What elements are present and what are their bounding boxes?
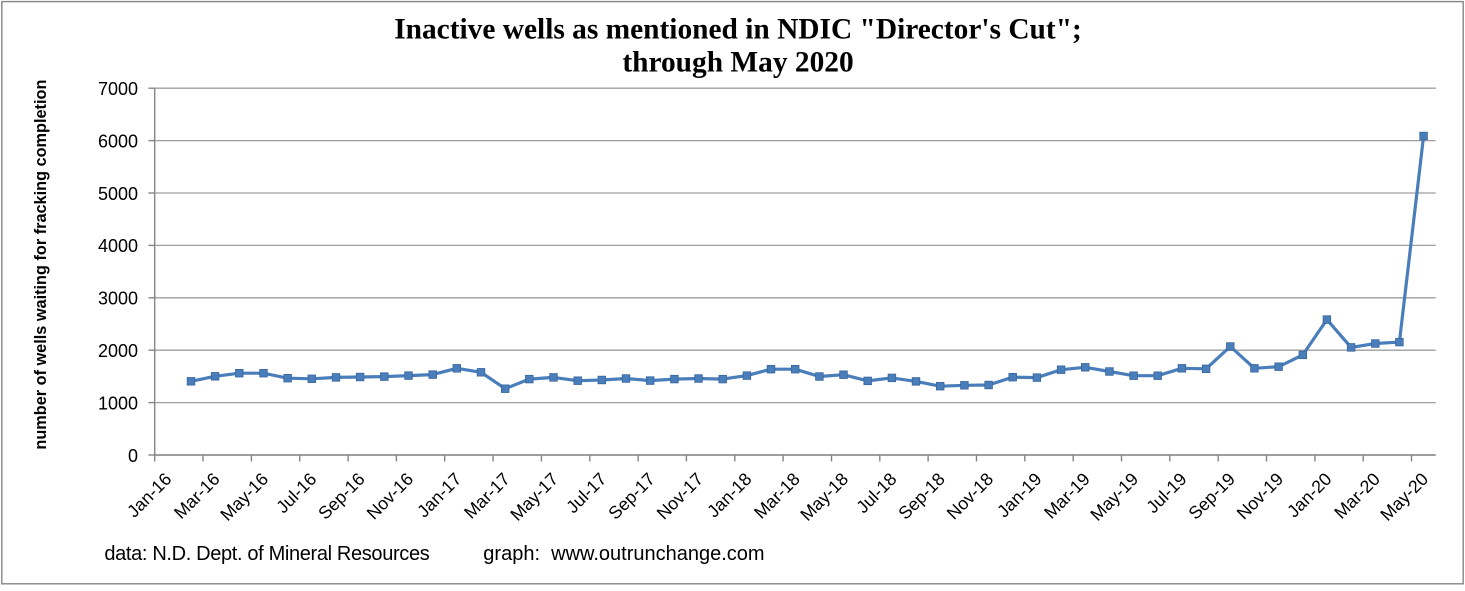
svg-text:1000: 1000	[98, 393, 138, 413]
svg-text:through May 2020: through May 2020	[622, 46, 853, 78]
svg-text:graph: www.outrunchange.com: graph: www.outrunchange.com	[483, 543, 764, 565]
svg-text:Inactive wells as mentioned in: Inactive wells as mentioned in NDIC "Dir…	[394, 13, 1082, 45]
svg-text:data: N.D. Dept. of Mineral Re: data: N.D. Dept. of Mineral Resources	[104, 543, 429, 565]
svg-text:number of wells waiting for fr: number of wells waiting for fracking com…	[32, 80, 50, 450]
svg-text:6000: 6000	[98, 131, 138, 151]
svg-text:5000: 5000	[98, 184, 138, 204]
svg-text:2000: 2000	[98, 341, 138, 361]
svg-text:4000: 4000	[98, 236, 138, 256]
svg-text:7000: 7000	[98, 79, 138, 99]
svg-text:3000: 3000	[98, 289, 138, 309]
svg-text:0: 0	[128, 446, 138, 466]
